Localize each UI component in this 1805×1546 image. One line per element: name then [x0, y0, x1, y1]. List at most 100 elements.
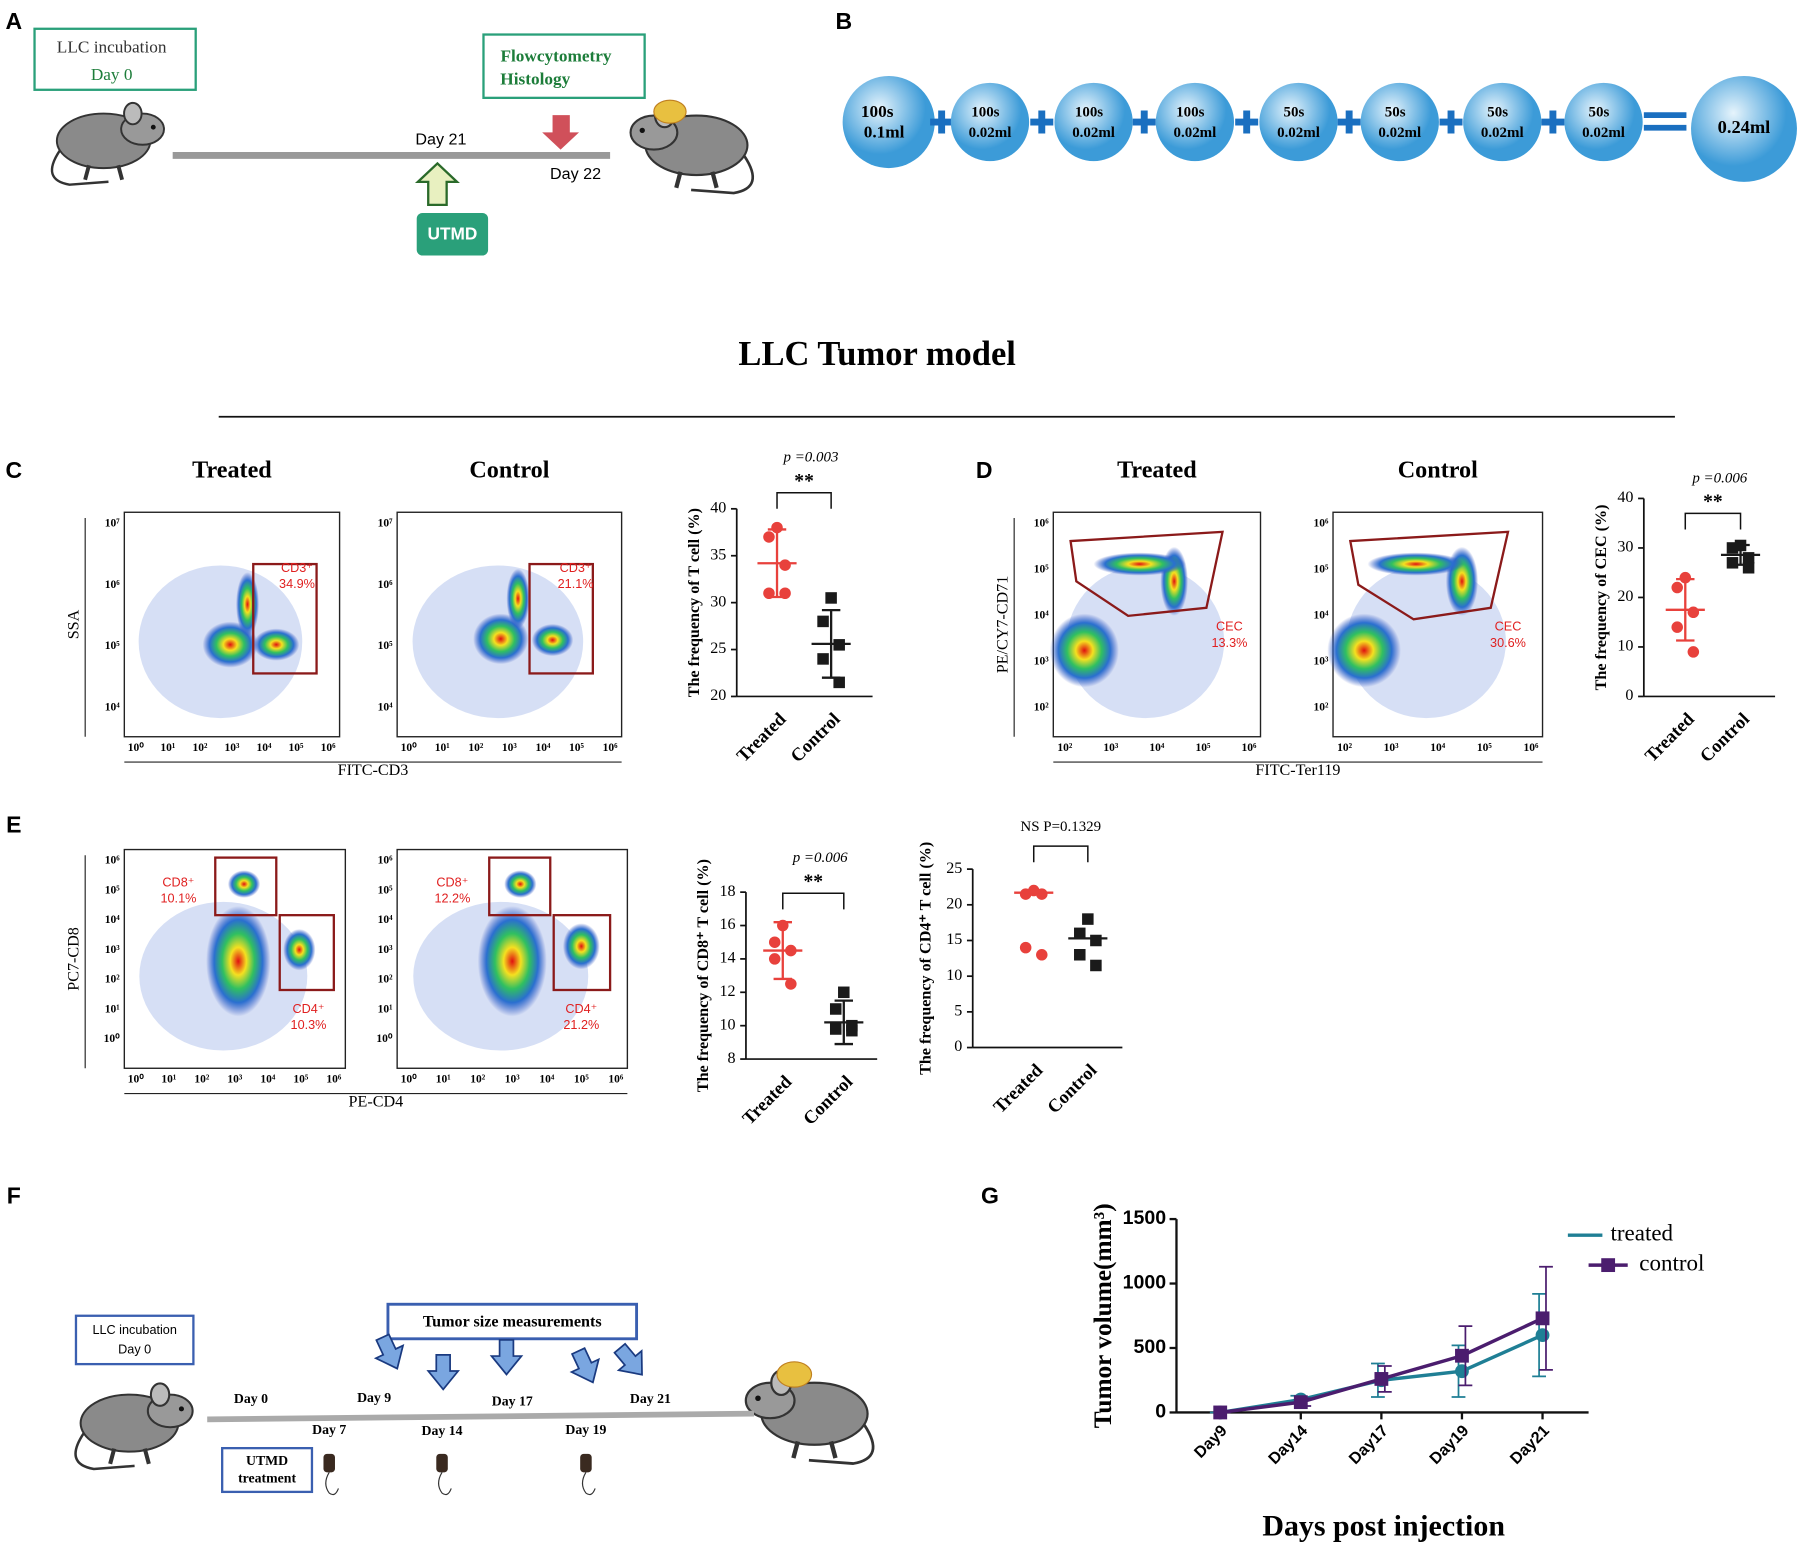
tick-label: 10⁰	[104, 1032, 121, 1045]
label: Day 7	[312, 1422, 346, 1437]
volume-circle	[1155, 82, 1235, 162]
label: 100s	[971, 104, 999, 120]
tick-label: 10⁰	[376, 1032, 393, 1045]
plus-sign	[1132, 110, 1156, 134]
panel-label: D	[976, 457, 993, 483]
panel-label: C	[6, 457, 23, 483]
y-axis-label: The frequency of CD4⁺ T cell (%)	[917, 842, 934, 1075]
mouse-icon	[50, 100, 166, 187]
tick-label: 10⁴	[260, 1073, 276, 1085]
data-point	[1726, 542, 1739, 554]
y-tick-label: 25	[710, 640, 726, 657]
y-tick-label: 10	[1617, 638, 1633, 655]
tick-label: 10⁵	[1313, 563, 1329, 575]
data-point	[833, 676, 845, 689]
data-point	[1090, 959, 1102, 972]
y-tick-label: 0	[954, 1038, 962, 1055]
gate	[488, 856, 552, 917]
density	[562, 923, 600, 970]
data-point	[1090, 934, 1102, 947]
probe-icon	[323, 1453, 335, 1473]
p-value: p =0.006	[1691, 470, 1747, 486]
data-point	[829, 1023, 842, 1035]
box	[221, 1446, 314, 1494]
legend-label: control	[1639, 1249, 1704, 1275]
x-tick-label: Treated	[989, 1059, 1047, 1117]
tick-label: 10³	[1384, 742, 1400, 754]
tick-label: 10⁶	[1034, 517, 1050, 529]
label: Day 21	[630, 1391, 671, 1406]
significance-bracket	[1684, 512, 1742, 530]
axis-label: PE-CD4	[349, 1094, 404, 1111]
panel-label: F	[7, 1182, 21, 1208]
label: 100s	[861, 102, 894, 121]
tick-label: 10⁰	[401, 741, 418, 754]
arrow	[426, 1354, 460, 1391]
tick-label: 10⁴	[1149, 742, 1165, 754]
gate	[214, 856, 278, 917]
y-tick-label: 20	[710, 687, 726, 704]
tick-label: 10¹	[161, 1073, 176, 1085]
data-point	[1074, 949, 1086, 961]
data-point	[817, 615, 829, 628]
tumor	[776, 1361, 813, 1388]
mouse-icon	[746, 1371, 873, 1464]
legend-marker	[1601, 1258, 1616, 1273]
data-point	[1671, 621, 1683, 633]
label: UTMD	[246, 1453, 288, 1468]
y-tick-label: 10	[946, 967, 962, 984]
gate-label: 21.1%	[558, 577, 594, 591]
tick-label: 10⁵	[1034, 563, 1050, 575]
label: Day 19	[565, 1422, 606, 1437]
x-tick-label: Treated	[1641, 708, 1699, 766]
density	[227, 870, 261, 898]
density	[283, 928, 316, 971]
tick-label: 10²	[1313, 702, 1329, 714]
tick-label: 10⁵	[378, 884, 393, 896]
tick-label: 10⁶	[105, 855, 121, 867]
data-point	[846, 1024, 858, 1037]
data-point	[768, 936, 781, 948]
density	[477, 905, 547, 1017]
tick-label: 10¹	[105, 1003, 120, 1015]
tick-label: 10⁰	[128, 741, 145, 754]
y-tick-label: 5	[954, 1003, 962, 1020]
mouse-icon	[631, 104, 753, 193]
gate	[528, 562, 594, 675]
density	[531, 623, 574, 657]
probe-cable	[581, 1472, 596, 1496]
data-point	[1036, 888, 1048, 900]
label: 0.24ml	[1718, 117, 1771, 137]
data-point	[779, 559, 791, 571]
y-tick-label: 0	[1625, 687, 1633, 704]
volume-circle	[1691, 75, 1797, 182]
arrow	[569, 1347, 600, 1384]
label: 50s	[1385, 104, 1406, 120]
y-axis-label: Tumor volume(mm³)	[1089, 1203, 1117, 1428]
error-bar	[767, 528, 787, 599]
tick-label: 10³	[1103, 742, 1119, 754]
label: Day 9	[357, 1390, 391, 1405]
y-tick-label: 1500	[1123, 1207, 1167, 1229]
gate	[252, 562, 318, 675]
gate-label: 10.3%	[291, 1018, 327, 1032]
x-tick-label: Day19	[1426, 1422, 1472, 1468]
tumor	[653, 99, 687, 124]
probe-cable	[438, 1472, 452, 1496]
tick-label: 10⁶	[608, 1073, 624, 1085]
data-point	[1726, 557, 1739, 569]
arrow	[489, 1339, 524, 1376]
y-tick-label: 25	[946, 860, 962, 877]
label: treatment	[238, 1470, 296, 1485]
y-tick-label: 8	[728, 1050, 736, 1067]
x-tick-label: Control	[1043, 1060, 1100, 1117]
tick-label: 10⁶	[378, 579, 393, 591]
gate-label: 10.1%	[160, 891, 196, 905]
tick-label: 10⁶	[326, 1073, 342, 1085]
data-point	[1213, 1405, 1228, 1420]
tick-label: 10⁵	[289, 742, 305, 754]
density	[235, 572, 260, 637]
box	[33, 27, 197, 91]
data-point	[1293, 1395, 1308, 1410]
